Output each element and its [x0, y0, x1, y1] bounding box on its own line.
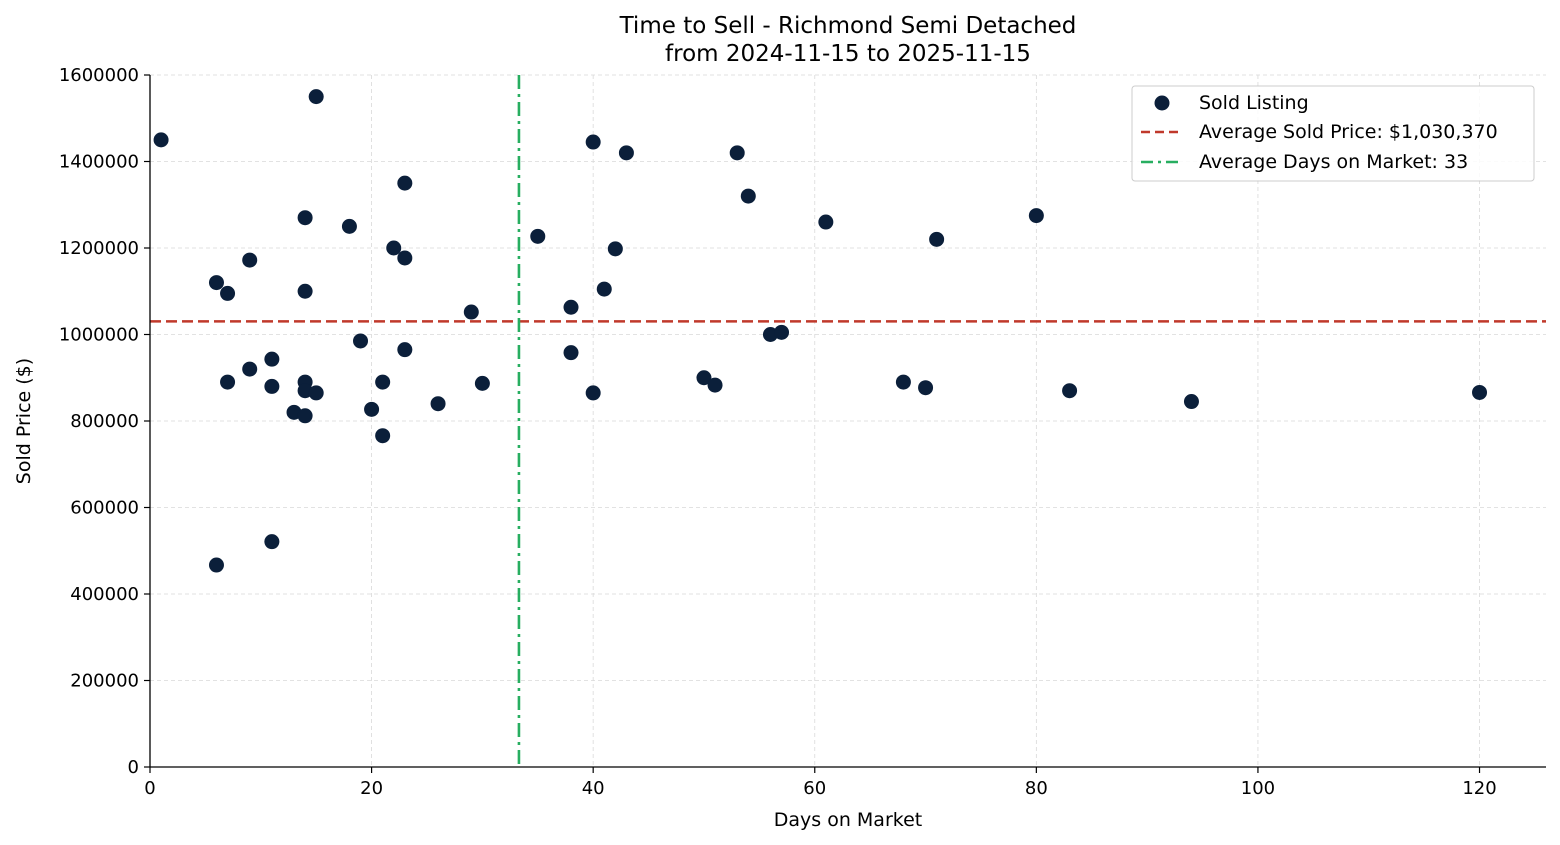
data-point: [607, 241, 623, 257]
y-ticks: 0 200000 400000 600000 800000 1000000 1200000 1…: [59, 65, 150, 778]
data-point: [430, 396, 446, 412]
data-point: [297, 408, 313, 424]
data-point: [585, 385, 601, 401]
data-point: [729, 145, 745, 161]
data-point: [297, 210, 313, 226]
x-tick-label: 60: [803, 778, 826, 799]
data-point: [596, 281, 612, 297]
data-point: [242, 361, 258, 377]
x-ticks: 0 20 40 60 80 100 120: [144, 767, 1497, 799]
data-point: [353, 333, 369, 349]
y-tick-label: 1000000: [59, 325, 139, 346]
legend-label-avg-days: Average Days on Market: 33: [1199, 151, 1468, 173]
legend-box: [1131, 85, 1535, 182]
data-point: [341, 218, 357, 234]
x-tick-label: 80: [1025, 778, 1048, 799]
data-point: [242, 252, 258, 268]
data-point: [397, 175, 413, 191]
data-point: [895, 374, 911, 390]
chart-title: Time to Sell - Richmond Semi Detached: [619, 13, 1077, 39]
data-points: [153, 89, 1488, 573]
data-point: [264, 351, 280, 367]
x-axis-label: Days on Market: [774, 809, 922, 831]
data-point: [1183, 394, 1199, 410]
data-point: [364, 401, 380, 417]
data-point: [918, 380, 934, 396]
data-point: [153, 132, 169, 148]
data-point: [264, 534, 280, 550]
legend-label-avg-price: Average Sold Price: $1,030,370: [1199, 121, 1498, 143]
data-point: [696, 370, 712, 386]
data-point: [774, 324, 790, 340]
data-point: [563, 345, 579, 361]
data-point: [563, 299, 579, 315]
y-tick-label: 0: [128, 757, 139, 778]
data-point: [530, 228, 546, 244]
reference-lines: [150, 75, 1546, 767]
data-point: [264, 378, 280, 394]
x-tick-label: 120: [1462, 778, 1496, 799]
data-point: [818, 214, 834, 230]
data-point: [1028, 208, 1044, 224]
data-point: [308, 89, 324, 105]
x-tick-label: 0: [144, 778, 155, 799]
data-point: [585, 134, 601, 150]
data-point: [397, 250, 413, 266]
y-tick-label: 1400000: [59, 152, 139, 173]
data-point: [474, 375, 490, 391]
data-point: [1472, 384, 1488, 400]
data-point: [707, 377, 723, 393]
y-tick-label: 1600000: [59, 65, 139, 86]
x-tick-label: 100: [1241, 778, 1275, 799]
y-tick-label: 1200000: [59, 238, 139, 259]
data-point: [1062, 383, 1078, 399]
y-tick-label: 800000: [70, 411, 139, 432]
data-point: [308, 385, 324, 401]
chart-subtitle: from 2024-11-15 to 2025-11-15: [665, 41, 1031, 67]
data-point: [929, 231, 945, 247]
legend-marker-sold-listing: [1154, 95, 1170, 111]
legend: Sold Listing Average Sold Price: $1,030,…: [1131, 85, 1535, 182]
data-point: [463, 304, 479, 320]
data-point: [208, 557, 224, 573]
data-point: [740, 188, 756, 204]
legend-label-sold-listing: Sold Listing: [1199, 92, 1309, 114]
grid-lines: [150, 74, 1546, 767]
data-point: [375, 374, 391, 390]
data-point: [397, 342, 413, 358]
data-point: [618, 145, 634, 161]
y-tick-label: 200000: [70, 671, 139, 692]
data-point: [297, 283, 313, 299]
y-tick-label: 400000: [70, 584, 139, 605]
x-tick-label: 20: [360, 778, 383, 799]
data-point: [220, 285, 236, 301]
x-tick-label: 40: [582, 778, 605, 799]
y-axis-label: Sold Price ($): [13, 358, 35, 484]
y-tick-label: 600000: [70, 498, 139, 519]
data-point: [220, 374, 236, 390]
data-point: [386, 240, 402, 256]
data-point: [208, 275, 224, 291]
data-point: [375, 428, 391, 444]
